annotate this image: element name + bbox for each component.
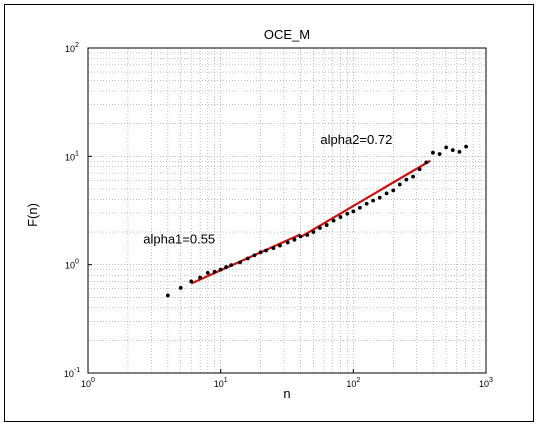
data-point: [165, 293, 170, 298]
data-point: [212, 269, 217, 274]
annotations: alpha1=0.55 alpha2=0.72: [143, 132, 392, 246]
data-point: [218, 267, 223, 272]
data-point: [331, 218, 336, 223]
data-point: [404, 177, 409, 182]
fit-label-2: alpha2=0.72: [320, 132, 392, 147]
data-point: [292, 237, 297, 242]
data-point: [178, 286, 183, 290]
fit-label-1: alpha1=0.55: [143, 231, 215, 246]
figure-frame: 100 101 102 103 10-1 100 101 102 OCE_M n F(n) …: [4, 4, 534, 422]
grid: [87, 47, 487, 374]
data-point: [397, 182, 402, 187]
plot-area: [88, 48, 486, 373]
fit-line-2: [299, 159, 431, 238]
data-point: [324, 223, 329, 227]
data-point: [318, 226, 322, 230]
data-point: [377, 195, 382, 200]
x-tick-label: 102: [346, 377, 360, 389]
data-point: [285, 240, 290, 245]
data-point: [189, 279, 194, 284]
data-point: [305, 233, 310, 237]
y-tick-label: 10-1: [64, 367, 80, 379]
data-point: [238, 260, 242, 265]
data-point: [311, 230, 316, 234]
data-point: [464, 144, 469, 149]
data-point: [264, 248, 268, 253]
data-point: [457, 149, 462, 154]
data-point: [271, 246, 276, 251]
data-point: [338, 215, 343, 219]
data-point: [245, 256, 250, 261]
y-tick-labels: 10-1 100 101 102: [64, 42, 80, 379]
data-point: [431, 150, 435, 155]
data-point: [384, 191, 389, 196]
chart-title: OCE_M: [264, 27, 310, 42]
y-tick-label: 102: [65, 42, 79, 54]
data-point: [417, 167, 422, 172]
data-point: [351, 209, 356, 214]
fit-lines: [190, 159, 431, 285]
x-tick-label: 103: [479, 377, 493, 389]
x-axis-label: n: [283, 386, 290, 401]
y-tick-label: 100: [65, 259, 79, 271]
data-point: [345, 211, 350, 216]
x-tick-label: 100: [81, 377, 95, 389]
x-tick-label: 101: [214, 377, 228, 389]
data-point: [258, 250, 263, 255]
data-point: [298, 234, 303, 239]
data-point: [411, 174, 415, 179]
data-point: [391, 188, 396, 193]
fit-line-1: [190, 233, 301, 285]
data-point: [424, 160, 429, 165]
data-point: [437, 152, 442, 156]
data-point: [450, 148, 455, 153]
y-tick-label: 101: [65, 150, 79, 162]
data-point: [205, 270, 210, 275]
x-tick-labels: 100 101 102 103: [81, 377, 493, 389]
data-point: [444, 145, 449, 150]
data-point: [364, 201, 369, 206]
data-point: [224, 265, 229, 269]
data-point: [252, 253, 257, 258]
data-point: [357, 205, 362, 210]
data-points: [165, 144, 469, 298]
data-point: [371, 198, 376, 203]
data-point: [278, 243, 282, 248]
y-axis-label: F(n): [25, 203, 40, 227]
data-point: [198, 275, 203, 280]
data-point: [229, 263, 234, 268]
plot-border: [87, 47, 487, 374]
